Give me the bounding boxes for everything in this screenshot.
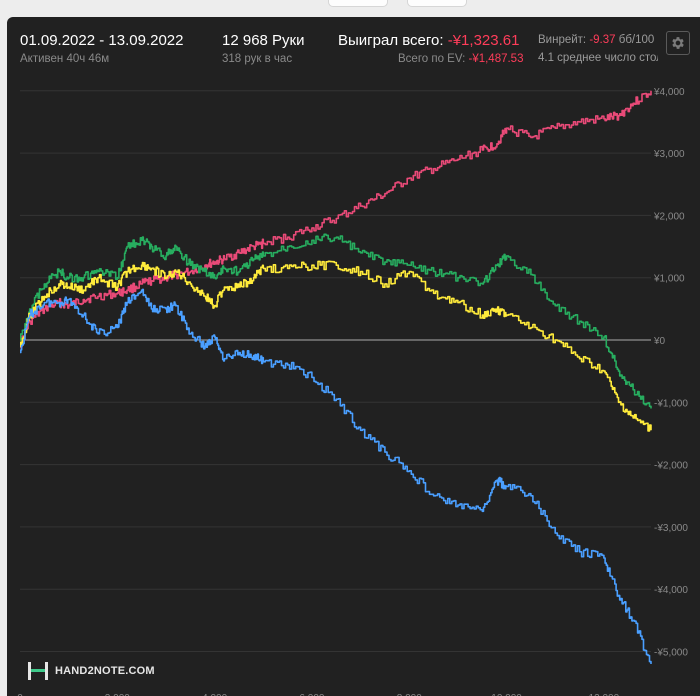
series-line-3 [20, 288, 652, 664]
y-tick-label: -¥1,000 [654, 398, 688, 409]
hand2note-logo-icon [28, 662, 48, 680]
x-tick-label: 6,000 [299, 693, 324, 696]
y-tick-label: ¥0 [653, 336, 666, 347]
y-tick-label: -¥5,000 [654, 648, 688, 659]
gear-icon [672, 37, 684, 49]
logo-text: HAND2NOTE.COM [55, 665, 155, 677]
settings-button[interactable] [666, 31, 690, 55]
series-line-0 [20, 90, 652, 349]
winrate-label: Винрейт: [538, 34, 587, 46]
hands-per-hour: 318 рук в час [222, 53, 293, 65]
x-tick-label: 0 [17, 693, 23, 696]
y-tick-label: ¥3,000 [653, 149, 685, 160]
ev-total-label: Всего по EV: [398, 53, 466, 65]
winrate: Винрейт: -9.37 бб/100 [538, 34, 658, 46]
won-total-label: Выиграл всего: [338, 32, 444, 49]
y-tick-label: -¥4,000 [654, 585, 688, 596]
ev-total: Всего по EV: -¥1,487.53 [398, 53, 523, 65]
active-time: Активен 40ч 46м [20, 53, 110, 65]
x-tick-label: 8,000 [397, 693, 422, 696]
x-tick-label: 10,000 [491, 693, 522, 696]
x-tick-label: 4,000 [202, 693, 227, 696]
top-tab-right[interactable] [407, 0, 467, 7]
top-tab-left[interactable] [328, 0, 388, 7]
ev-total-value: -¥1,487.53 [468, 53, 524, 65]
hand2note-logo: HAND2NOTE.COM [27, 661, 155, 681]
series-line-1 [20, 233, 652, 409]
x-tick-label: 12,000 [589, 693, 620, 696]
graph-panel: 01.09.2022 - 13.09.2022 Активен 40ч 46м … [7, 17, 700, 696]
bankroll-chart[interactable]: ¥4,000 ¥3,000 ¥2,000 ¥1,000 ¥0 -¥1,000 -¥2,000… [7, 17, 700, 696]
won-total: Выиграл всего: -¥1,323.61 [338, 32, 519, 49]
winrate-value: -9.37 [589, 34, 616, 46]
avg-tables: 4.1 среднее число столов [538, 52, 658, 64]
series-line-2 [20, 260, 652, 432]
y-tick-label: ¥2,000 [653, 211, 685, 222]
y-tick-label: -¥3,000 [654, 523, 688, 534]
won-total-value: -¥1,323.61 [447, 32, 520, 49]
y-tick-label: ¥1,000 [653, 274, 685, 285]
date-range[interactable]: 01.09.2022 - 13.09.2022 [20, 32, 184, 49]
x-tick-label: 2,000 [105, 693, 130, 696]
y-tick-label: ¥4,000 [653, 87, 685, 98]
y-tick-label: -¥2,000 [654, 461, 688, 472]
hands-count: 12 968 Руки [222, 32, 305, 49]
winrate-unit: бб/100 [618, 34, 655, 46]
